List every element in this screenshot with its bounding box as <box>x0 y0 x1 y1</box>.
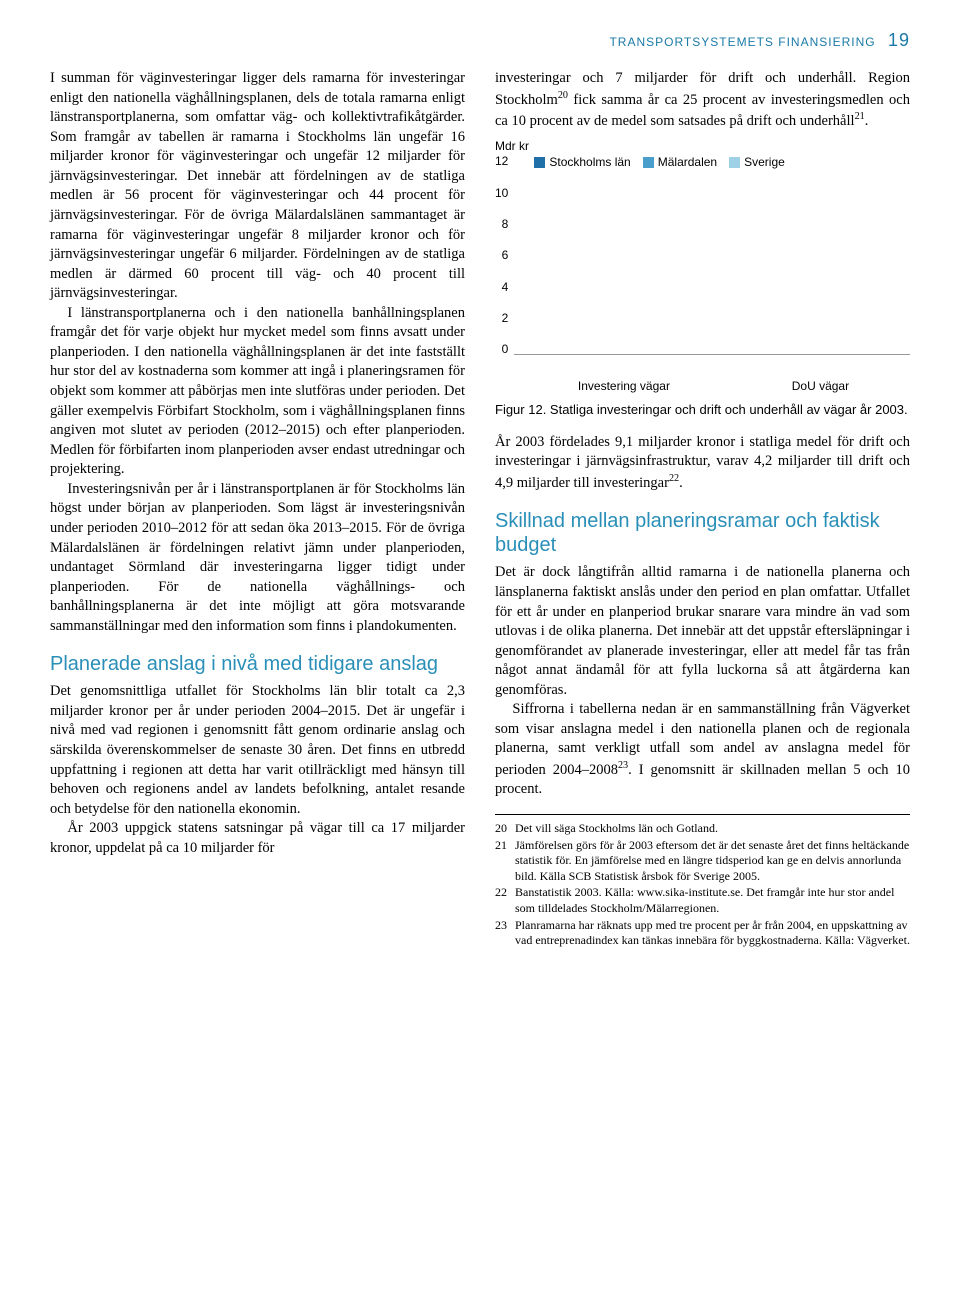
paragraph: investeringar och 7 miljarder för drift … <box>495 69 910 131</box>
footnote-number: 23 <box>495 918 515 949</box>
y-tick: 12 <box>495 155 508 167</box>
footnote: 21Jämförelsen görs för år 2003 eftersom … <box>495 838 910 885</box>
text-run: År 2003 fördelades 9,1 miljarder kronor … <box>495 434 910 491</box>
footnote-ref: 23 <box>618 760 628 771</box>
footnote: 20Det vill säga Stockholms län och Gotla… <box>495 821 910 837</box>
y-tick: 0 <box>502 343 509 355</box>
footnote-number: 22 <box>495 885 515 916</box>
page-header: TRANSPORTSYSTEMETS FINANSIERING 19 <box>50 30 910 51</box>
figure-caption: Figur 12. Statliga investeringar och dri… <box>495 401 910 419</box>
section-heading: Planerade anslag i nivå med tidigare ans… <box>50 652 465 676</box>
paragraph: Siffrorna i tabellerna nedan är en samma… <box>495 700 910 800</box>
footnote-text: Planramarna har räknats upp med tre proc… <box>515 918 910 949</box>
footnote-number: 20 <box>495 821 515 837</box>
text-run: . <box>865 113 869 129</box>
paragraph: År 2003 fördelades 9,1 miljarder kronor … <box>495 433 910 494</box>
left-column: I summan för väginvesteringar ligger del… <box>50 69 465 950</box>
y-tick: 4 <box>502 281 509 293</box>
footnote: 23Planramarna har räknats upp med tre pr… <box>495 918 910 949</box>
paragraph: Det är dock långtifrån alltid ramarna i … <box>495 563 910 700</box>
y-tick: 6 <box>502 249 509 261</box>
plot-area: Stockholms länMälardalenSverige <box>514 155 910 355</box>
footnote-ref: 20 <box>558 90 568 101</box>
y-tick: 8 <box>502 218 509 230</box>
footnote: 22Banstatistik 2003. Källa: www.sika-ins… <box>495 885 910 916</box>
section-title: TRANSPORTSYSTEMETS FINANSIERING <box>609 35 875 49</box>
x-label: DoU vägar <box>792 379 849 393</box>
page-number: 19 <box>888 30 910 50</box>
x-axis-labels: Investering vägar DoU vägar <box>495 379 910 393</box>
footnotes: 20Det vill säga Stockholms län och Gotla… <box>495 814 910 949</box>
bar-groups <box>514 155 910 354</box>
y-tick: 2 <box>502 312 509 324</box>
y-axis-label: Mdr kr <box>495 139 910 153</box>
paragraph: I summan för väginvesteringar ligger del… <box>50 69 465 304</box>
bar-chart: Mdr kr 12 10 8 6 4 2 0 Stockholms länMälardale… <box>495 139 910 393</box>
paragraph: Det genomsnittliga utfallet för Stockhol… <box>50 682 465 819</box>
text-run: . <box>679 475 683 491</box>
paragraph: Investeringsnivån per år i länstransport… <box>50 480 465 637</box>
footnote-text: Banstatistik 2003. Källa: www.sika-insti… <box>515 885 910 916</box>
paragraph: I länstransportplanerna och i den nation… <box>50 304 465 480</box>
two-column-layout: I summan för väginvesteringar ligger del… <box>50 69 910 950</box>
footnote-text: Jämförelsen görs för år 2003 eftersom de… <box>515 838 910 885</box>
y-tick: 10 <box>495 187 508 199</box>
y-axis: 12 10 8 6 4 2 0 <box>495 155 514 355</box>
chart-area: 12 10 8 6 4 2 0 Stockholms länMälardalenSverig… <box>495 155 910 375</box>
x-label: Investering vägar <box>578 379 670 393</box>
right-column: investeringar och 7 miljarder för drift … <box>495 69 910 950</box>
footnote-number: 21 <box>495 838 515 885</box>
footnote-ref: 22 <box>669 473 679 484</box>
section-heading: Skillnad mellan planeringsramar och fakt… <box>495 509 910 557</box>
paragraph: År 2003 uppgick statens satsningar på vä… <box>50 819 465 858</box>
footnote-text: Det vill säga Stockholms län och Gotland… <box>515 821 718 837</box>
footnote-ref: 21 <box>855 111 865 122</box>
